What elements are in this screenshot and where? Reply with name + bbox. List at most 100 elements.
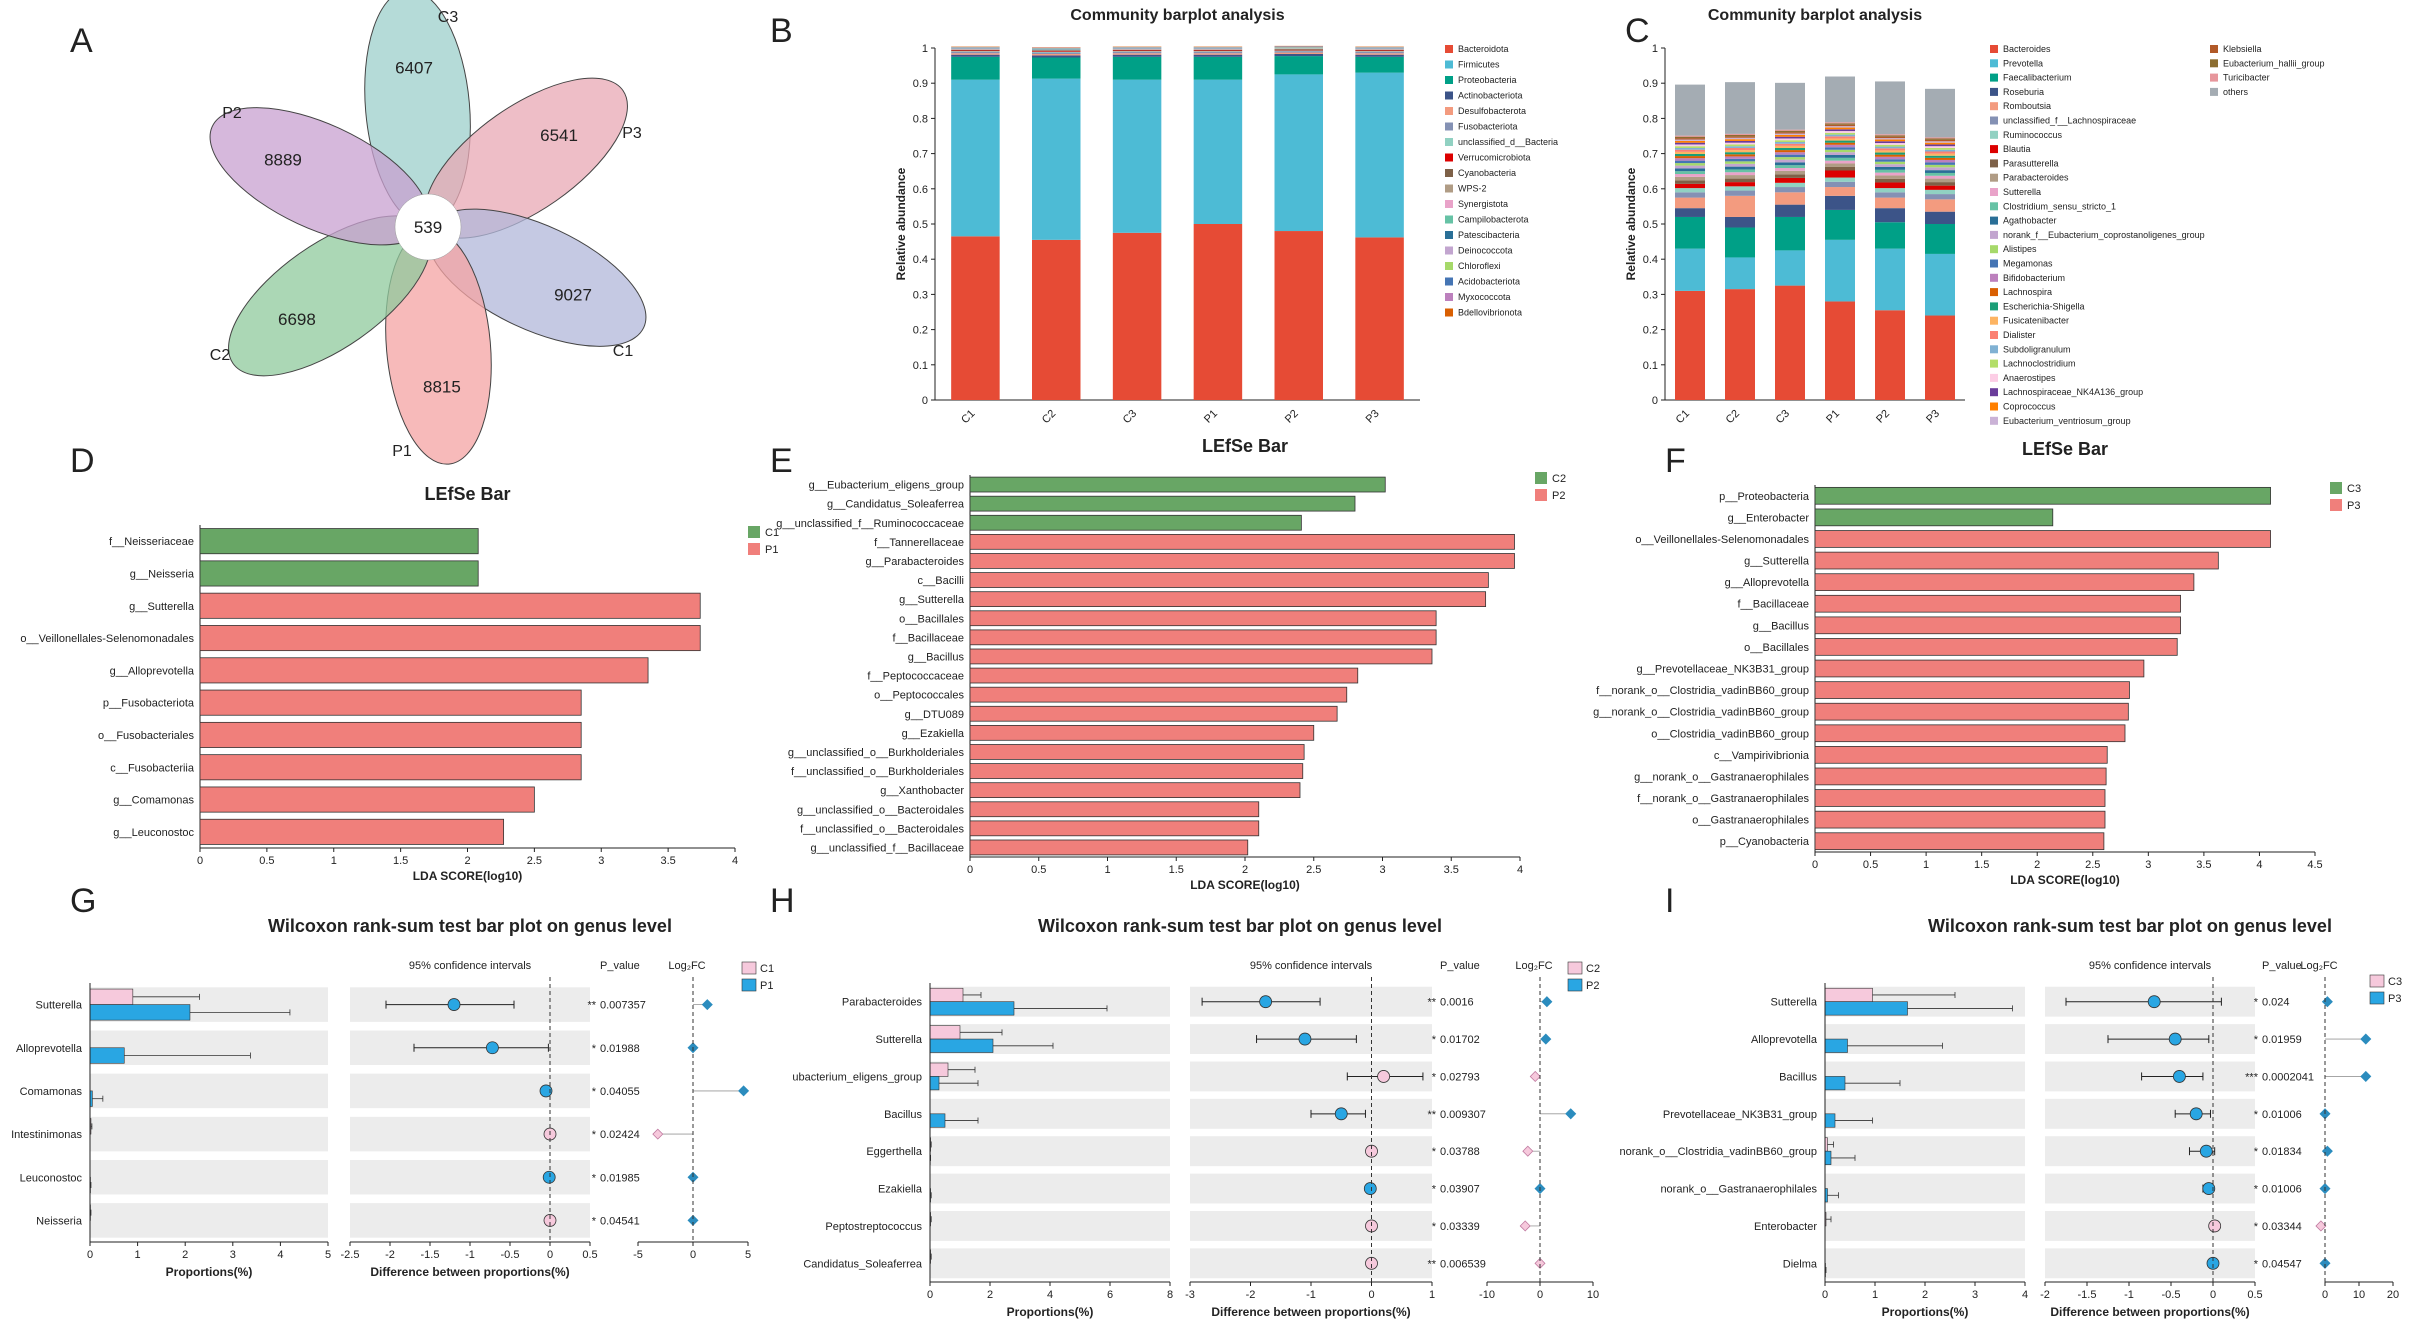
- bar-segment: [1725, 169, 1755, 173]
- legend-label: Romboutsia: [2003, 101, 2051, 111]
- legend-label: Acidobacteriota: [1458, 277, 1520, 287]
- x-tick-label: 1: [331, 855, 337, 867]
- x-tick-label: P2: [1874, 408, 1892, 426]
- x-tick-label: 0: [1368, 1289, 1374, 1301]
- ci-header: 95% confidence intervals: [409, 960, 532, 972]
- difference-point: [1259, 995, 1273, 1009]
- bar-segment: [1875, 164, 1905, 167]
- legend-swatch: [1990, 259, 1998, 268]
- bar-segment: [1675, 149, 1705, 152]
- bar-segment: [1193, 224, 1243, 400]
- legend-label: Lachnoclostridium: [2003, 359, 2076, 369]
- bar-segment: [1875, 222, 1905, 249]
- bar-segment: [1355, 237, 1404, 400]
- row-band: [930, 1136, 1170, 1167]
- bar-segment: [1725, 227, 1755, 258]
- row-band: [930, 1210, 1170, 1241]
- lda-bar: [1814, 832, 2105, 851]
- legend-swatch: [1445, 122, 1453, 131]
- legend-label: C1: [765, 527, 779, 539]
- venn-count-c1: 9027: [554, 286, 592, 305]
- p-value: 0.02424: [600, 1129, 640, 1141]
- x-tick-label: 3: [1379, 864, 1385, 876]
- bar-segment: [1875, 134, 1905, 136]
- y-tick-label: 1: [1652, 43, 1658, 55]
- legend-swatch: [1567, 961, 1583, 975]
- bar-label: o__Bacillales: [899, 613, 964, 625]
- bar-segment: [1112, 49, 1162, 51]
- legend-swatch: [1445, 91, 1453, 100]
- lda-bar: [969, 705, 1338, 722]
- genus-label: Parabacteroides: [842, 997, 923, 1009]
- x-tick-label: 0: [2210, 1289, 2216, 1301]
- bar-segment: [1775, 216, 1805, 251]
- bar-segment: [1875, 310, 1905, 400]
- bar-segment: [1825, 166, 1855, 171]
- bar-label: o__Fusobacteriales: [98, 730, 195, 742]
- genus-label: Sutterella: [1771, 997, 1818, 1009]
- lda-bar: [199, 721, 582, 748]
- bar-segment: [1193, 54, 1243, 57]
- bar-segment: [1775, 162, 1805, 166]
- legend-label: Klebsiella: [2223, 44, 2262, 54]
- venn-label-p1: P1: [392, 443, 412, 460]
- legend-label: norank_f__Eubacterium_coprostanoligenes_…: [2003, 230, 2205, 240]
- genus-label: norank_o__Gastranaerophilales: [1660, 1184, 1817, 1196]
- bar-segment: [1825, 123, 1855, 125]
- x-tick-label: -3: [1185, 1289, 1195, 1301]
- legend-label: Bacteroidota: [1458, 44, 1509, 54]
- x-tick-label: -1.5: [421, 1249, 440, 1261]
- bar-segment: [1725, 216, 1755, 228]
- bar-segment: [1355, 54, 1404, 57]
- x-tick-label: C3: [1774, 408, 1792, 426]
- x-tick-label: 0: [690, 1249, 696, 1261]
- proportions-axis-title: Proportions(%): [1882, 1305, 1969, 1319]
- legend-swatch: [1990, 188, 1998, 196]
- bar-segment: [1925, 153, 1955, 156]
- bar-segment: [1925, 157, 1955, 160]
- bar-segment: [1825, 157, 1855, 161]
- x-tick-label: 2.5: [2085, 859, 2100, 871]
- lda-bar: [1814, 789, 2106, 807]
- bar-segment: [1193, 51, 1243, 52]
- genus-label: ubacterium_eligens_group: [792, 1071, 922, 1083]
- legend-swatch: [1990, 230, 1998, 239]
- legend-swatch: [1990, 145, 1998, 154]
- bar-segment: [1775, 159, 1805, 163]
- genus-label: Peptostreptococcus: [825, 1221, 922, 1233]
- x-tick-label: 5: [325, 1249, 331, 1261]
- significance-stars: *: [2254, 1221, 2259, 1233]
- x-tick-label: 3.5: [660, 855, 675, 867]
- lda-bar: [1814, 724, 2126, 743]
- bar-label: f__Neisseriaceae: [109, 536, 194, 548]
- legend-label: Proteobacteria: [1458, 75, 1517, 85]
- bar-segment: [1925, 159, 1955, 163]
- legend-swatch: [2210, 87, 2218, 96]
- difference-point: [1334, 1107, 1348, 1121]
- bar-segment: [1675, 174, 1705, 177]
- ci-header: 95% confidence intervals: [2089, 960, 2212, 972]
- legend-swatch: [1990, 245, 1998, 254]
- bar-label: f__norank_o__Gastranaerophilales: [1637, 793, 1809, 805]
- legend-swatch: [1567, 978, 1583, 992]
- x-tick-label: 2: [987, 1289, 993, 1301]
- x-tick-label: 0: [197, 855, 203, 867]
- bar-label: g__Sutterella: [1744, 556, 1810, 568]
- proportion-bar-c1: [89, 988, 134, 1005]
- fold-change-marker: [1534, 1257, 1546, 1269]
- x-tick-label: -0.5: [501, 1249, 520, 1261]
- x-tick-label: 4: [2256, 859, 2262, 871]
- bar-segment: [1875, 192, 1905, 198]
- proportions-axis-title: Proportions(%): [1007, 1305, 1094, 1319]
- x-tick-label: 4: [277, 1249, 283, 1261]
- difference-axis-title: Difference between proportions(%): [1211, 1305, 1410, 1319]
- p-value: 0.007357: [600, 1000, 646, 1012]
- genus-label: Neisseria: [36, 1215, 83, 1227]
- lda-bar: [969, 629, 1437, 646]
- legend-swatch: [1445, 107, 1453, 115]
- bar-label: f__Bacillaceae: [1737, 599, 1809, 611]
- bar-segment: [1825, 155, 1855, 158]
- legend-swatch: [1990, 202, 1998, 211]
- venn-center-count: 539: [414, 218, 442, 237]
- lda-bar: [969, 514, 1302, 531]
